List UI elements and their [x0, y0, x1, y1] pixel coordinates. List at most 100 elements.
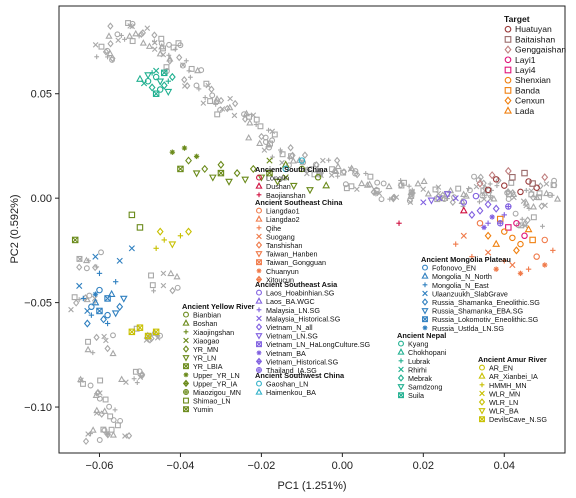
marker-background-point [542, 202, 548, 209]
marker-point-yr-ln [257, 174, 266, 182]
marker-background-point [107, 413, 114, 420]
marker-background-point [278, 149, 284, 155]
marker-point-banda [529, 236, 536, 244]
marker-background-point [449, 198, 456, 206]
legend-entry: AR_EN [489, 364, 513, 373]
marker-background-point [148, 272, 154, 279]
legend-entry: Upper_YR_LN [193, 371, 240, 380]
marker-background-point [376, 190, 383, 197]
marker-background-point [68, 306, 74, 313]
legend-title: Ancient Amur River [478, 355, 547, 364]
marker-background-point [131, 376, 137, 382]
marker-legend-russia-shamanka-eneolithic-sg [421, 298, 429, 306]
legend-title: Ancient South China [255, 165, 329, 174]
marker-background-point [154, 335, 161, 341]
marker-legend-wlr-ba [478, 408, 486, 415]
marker-background-point [232, 99, 239, 108]
marker-point-russia-shamanka-eba-sg [119, 295, 128, 303]
marker-background-point [385, 182, 393, 190]
marker-legend-mebrak [397, 374, 405, 382]
marker-background-point [92, 391, 100, 398]
marker-background-point [145, 42, 154, 49]
marker-background-point [86, 292, 93, 299]
marker-background-point [348, 164, 356, 172]
y-axis-label: PC2 (0.592%) [9, 194, 21, 263]
marker-background-point [258, 132, 265, 141]
marker-background-point [167, 269, 175, 277]
marker-background-point [187, 74, 193, 80]
marker-point-vietnam-n-all [484, 200, 492, 209]
legend-title: Ancient Southeast China [255, 198, 343, 207]
marker-background-point [176, 53, 183, 62]
legend-ancient-nepal: Ancient NepalKyangChokhopaniLubrakRhirhi… [397, 331, 447, 400]
marker-point-wlr-ln [156, 227, 164, 236]
marker-legend-tanshishan [255, 241, 263, 249]
marker-background-point [227, 95, 233, 102]
marker-background-point [96, 395, 103, 402]
marker-legend-devilscave-n-sg [479, 416, 485, 423]
marker-legend-xiaogao [183, 337, 189, 344]
marker-point-liangdao1 [476, 219, 484, 227]
marker-background-point [529, 203, 538, 210]
marker-background-point [179, 62, 186, 69]
marker-background-point [523, 187, 529, 193]
marker-point-russia-lokomotiv-eneolithic-sg [96, 307, 103, 315]
marker-background-point [542, 189, 551, 197]
marker-background-point [122, 36, 127, 42]
marker-legend-laos-hoabinhian-sg [256, 289, 262, 296]
marker-legend-wlr-mn [479, 390, 485, 397]
marker-background-point [318, 172, 324, 179]
legend-entry: Mebrak [408, 374, 432, 383]
legend-entry: Taiwan_Gongguan [266, 258, 326, 267]
marker-point-devilscave-n-sg [144, 332, 152, 340]
legend-entry: Yumin [193, 405, 213, 414]
marker-background-point [509, 190, 518, 197]
marker-legend-yr-ln [182, 355, 190, 362]
marker-background-point [286, 162, 292, 169]
marker-background-point [328, 172, 335, 178]
marker-legend-layi1 [504, 56, 512, 64]
legend-entry: Liangdao2 [266, 215, 300, 224]
marker-point-huatuyan [517, 188, 524, 196]
marker-point-qihe [525, 266, 532, 272]
marker-background-point [169, 286, 176, 295]
legend-entry: DevilsCave_N.SG [489, 415, 547, 424]
legend-entry: Samdzong [408, 383, 442, 392]
legend-entry: YR_LBIA [193, 362, 223, 371]
legend-entry: Baojianshan [266, 191, 306, 200]
legend-entry: Taiwan_Hanben [266, 250, 318, 259]
marker-point-fofonovo-en [96, 286, 103, 294]
marker-background-point [549, 192, 555, 198]
marker-background-point [495, 176, 502, 185]
marker-point-russia-shamanka-eneolithic-sg [83, 319, 91, 328]
marker-background-point [286, 155, 292, 161]
marker-point-gaoshan-ln [298, 157, 306, 164]
marker-legend-fofonovo-en [422, 264, 428, 271]
marker-background-point [90, 350, 96, 356]
marker-background-point [102, 48, 110, 56]
marker-point-layi1 [513, 219, 520, 227]
marker-point-mebrak [168, 72, 176, 82]
marker-point-mongolia-n-east [88, 312, 95, 318]
marker-background-point [409, 188, 415, 195]
marker-background-point [374, 179, 381, 186]
legend-entry: Baitaishan [515, 34, 555, 44]
legend-entry: Laos_Hoabinhian.SG [266, 289, 335, 298]
marker-legend-cenxun [504, 96, 512, 105]
marker-legend-vietnam-ln-halongculture-sg [256, 341, 262, 348]
marker-point-genggaishan [476, 179, 484, 188]
marker-background-point [170, 44, 177, 51]
marker-point-kyang [152, 73, 160, 81]
marker-legend-haimenkou-ba [255, 388, 263, 395]
legends: TargetHuatuyanBaitaishanGenggaishanLayi1… [182, 14, 566, 424]
marker-legend-upper-yr-ln [183, 372, 189, 378]
marker-background-point [154, 333, 160, 338]
marker-point-shenxian [509, 234, 516, 242]
marker-legend-baojianshan [256, 192, 262, 198]
x-tick-label: 0.02 [413, 460, 434, 472]
marker-background-point [213, 101, 219, 107]
marker-background-point [76, 263, 83, 271]
marker-background-point [73, 299, 80, 307]
marker-background-point [177, 42, 184, 49]
marker-background-point [477, 199, 482, 205]
